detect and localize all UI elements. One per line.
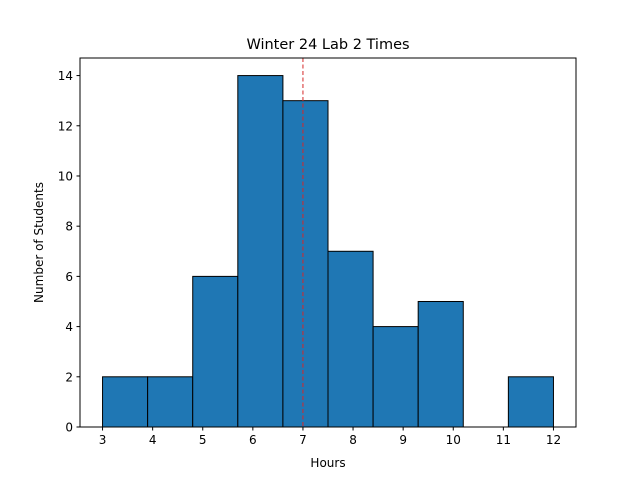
y-tick-label: 4 — [65, 320, 73, 334]
y-tick-label: 8 — [65, 220, 73, 234]
x-tick-label: 3 — [99, 433, 107, 447]
chart-title: Winter 24 Lab 2 Times — [246, 37, 409, 53]
histogram-bar — [372, 326, 419, 428]
y-tick-label: 2 — [65, 370, 73, 384]
axes-frame — [79, 57, 577, 428]
histogram-bar — [507, 376, 554, 428]
x-tick-label: 8 — [349, 433, 357, 447]
histogram-bar — [192, 275, 239, 428]
histogram-bar — [417, 300, 464, 428]
x-tick-label: 5 — [199, 433, 207, 447]
x-tick-label: 7 — [299, 433, 307, 447]
x-tick-label: 10 — [446, 433, 461, 447]
x-axis-label: Hours — [310, 456, 345, 470]
histogram-bar — [282, 100, 329, 428]
x-tick-label: 4 — [149, 433, 157, 447]
histogram-bar — [147, 376, 194, 428]
x-tick-label: 6 — [249, 433, 257, 447]
y-tick-label: 10 — [58, 169, 73, 183]
y-tick-label: 0 — [65, 421, 73, 435]
x-tick-label: 11 — [496, 433, 511, 447]
x-tick-label: 12 — [546, 433, 561, 447]
x-tick-label: 9 — [399, 433, 407, 447]
y-tick-label: 6 — [65, 270, 73, 284]
histogram-bar — [237, 75, 284, 428]
histogram-bar — [102, 376, 149, 428]
histogram-bar — [327, 250, 374, 428]
y-axis-label: Number of Students — [32, 182, 46, 303]
y-tick-label: 12 — [58, 119, 73, 133]
y-tick-label: 14 — [58, 69, 73, 83]
